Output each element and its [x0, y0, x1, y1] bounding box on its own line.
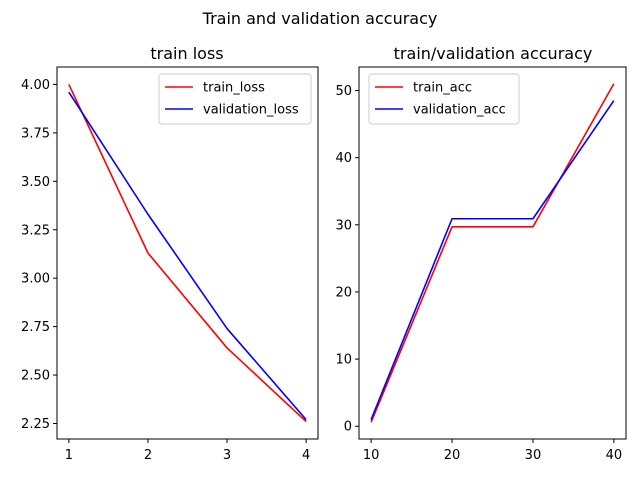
y-tick-label: 30	[335, 218, 352, 233]
series-line-train_acc	[370, 83, 615, 423]
legend: train_loss validation_loss	[158, 73, 312, 125]
tick-labels: 10 20 30 40 0 10 20 30 40 50	[335, 84, 622, 463]
legend-label: train_loss	[203, 81, 265, 96]
x-tick-label: 3	[223, 448, 231, 463]
legend: train_acc validation_acc	[368, 73, 520, 125]
x-tick-label: 20	[444, 448, 461, 463]
series-line-validation_acc	[370, 100, 615, 420]
axes-frame	[56, 66, 319, 440]
y-tick-label: 0	[344, 420, 352, 435]
axes-train-loss: train loss 1 2 3 4 2.25 2.50 2.75 3.00 3.25 3.50 3…	[21, 44, 319, 463]
y-tick-label: 40	[335, 151, 352, 166]
series-lines	[68, 84, 307, 423]
y-tick-label: 2.25	[21, 417, 50, 432]
series-line-train_loss	[68, 84, 307, 423]
legend-label: validation_loss	[203, 103, 299, 118]
axes-frame	[358, 66, 627, 440]
x-tick-label: 1	[65, 448, 73, 463]
y-tick-label: 2.75	[21, 320, 50, 335]
y-tick-label: 50	[335, 84, 352, 99]
legend-box	[368, 73, 520, 125]
legend-box	[158, 73, 312, 125]
x-tick-label: 10	[363, 448, 380, 463]
y-tick-label: 20	[335, 285, 352, 300]
axes-train-validation-accuracy: train/validation accuracy 10 20 30 40 0 10 20 3…	[335, 44, 627, 463]
series-lines	[370, 83, 615, 423]
y-tick-label: 4.00	[21, 78, 50, 93]
axes-title: train loss	[150, 44, 223, 63]
x-tick-label: 30	[525, 448, 542, 463]
y-tick-label: 10	[335, 353, 352, 368]
x-tick-label: 40	[606, 448, 623, 463]
y-tick-label: 3.50	[21, 175, 50, 190]
legend-label: validation_acc	[413, 103, 506, 118]
legend-label: train_acc	[413, 81, 472, 96]
series-line-validation_loss	[68, 91, 307, 421]
y-tick-label: 3.25	[21, 223, 50, 238]
x-tick-label: 4	[302, 448, 310, 463]
tick-labels: 1 2 3 4 2.25 2.50 2.75 3.00 3.25 3.50 3.75 4.00	[21, 78, 310, 463]
y-tick-label: 2.50	[21, 369, 50, 384]
y-tick-label: 3.00	[21, 272, 50, 287]
y-tick-label: 3.75	[21, 126, 50, 141]
figure-suptitle: Train and validation accuracy	[202, 9, 438, 28]
axes-title: train/validation accuracy	[394, 44, 593, 63]
x-tick-label: 2	[144, 448, 152, 463]
